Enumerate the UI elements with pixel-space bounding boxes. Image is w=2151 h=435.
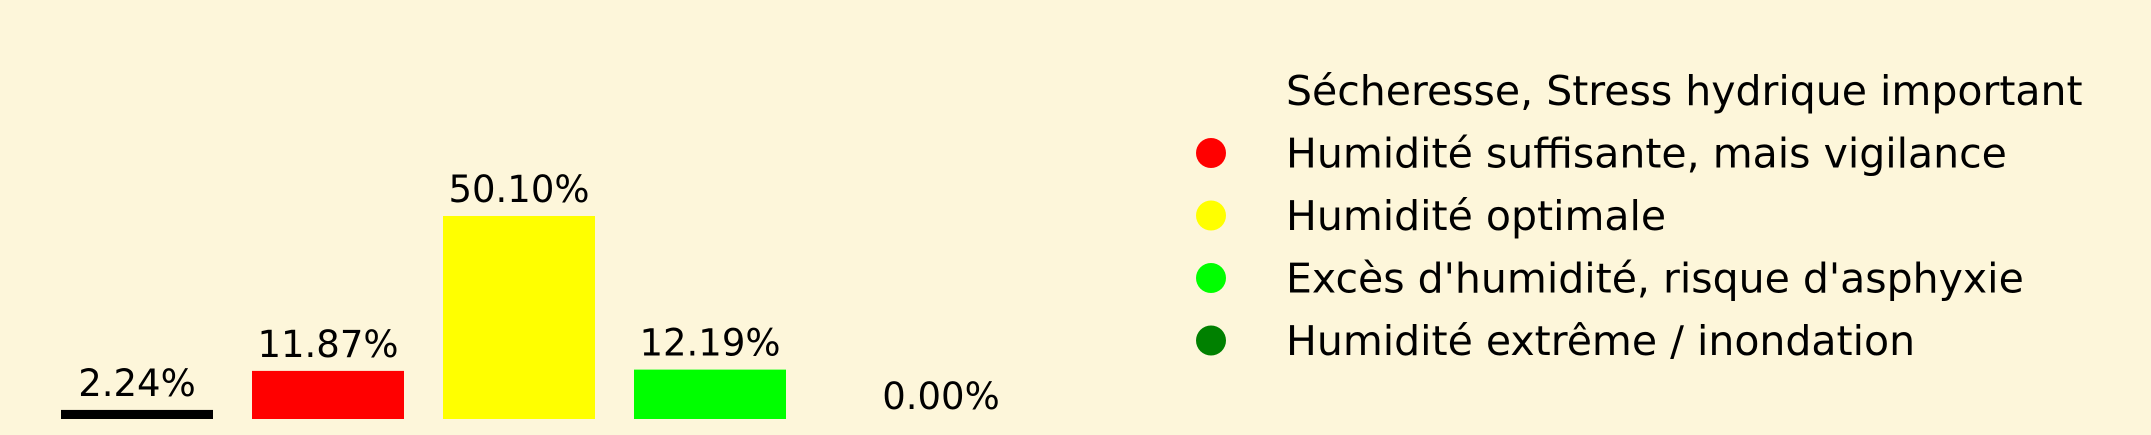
bar-3 bbox=[443, 216, 595, 419]
legend-label-2: Humidité suffisante, mais vigilance bbox=[1286, 130, 2007, 178]
legend-label-3: Humidité optimale bbox=[1286, 192, 1666, 240]
legend: Sécheresse, Stress hydrique important Hum… bbox=[1196, 67, 2083, 365]
legend-marker-5 bbox=[1196, 325, 1226, 356]
bar-4 bbox=[634, 369, 786, 419]
data-labels-group: 2.24% 11.87% 50.10% 12.19% 0.00% bbox=[78, 168, 1000, 418]
bars-group bbox=[61, 216, 786, 419]
data-label-3: 50.10% bbox=[448, 168, 589, 211]
legend-marker-2 bbox=[1196, 138, 1226, 168]
data-label-4: 12.19% bbox=[639, 322, 780, 365]
legend-marker-3 bbox=[1196, 200, 1226, 231]
data-label-5: 0.00% bbox=[882, 375, 1000, 418]
bar-1 bbox=[61, 409, 213, 419]
legend-label-4: Excès d'humidité, risque d'asphyxie bbox=[1286, 255, 2024, 303]
data-label-2: 11.87% bbox=[257, 323, 398, 366]
legend-label-1: Sécheresse, Stress hydrique important bbox=[1286, 67, 2083, 115]
legend-label-5: Humidité extrême / inondation bbox=[1286, 317, 1915, 365]
data-label-1: 2.24% bbox=[78, 362, 196, 405]
legend-marker-4 bbox=[1196, 263, 1226, 293]
bar-2 bbox=[252, 370, 404, 419]
